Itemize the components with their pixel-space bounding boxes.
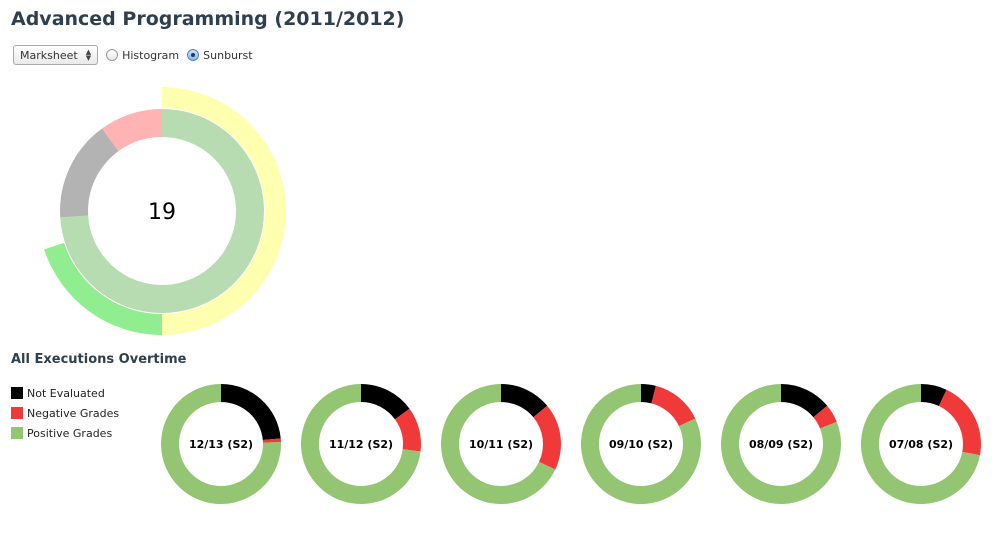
donut-5-segment-2 [861,384,980,504]
legend-item-not-evaluated: Not Evaluated [11,383,119,403]
donut-4-segment-1 [813,405,837,429]
radio-sunburst[interactable]: Sunburst [187,48,253,62]
sunburst-center-label: 19 [148,200,176,225]
legend: Not Evaluated Negative Grades Positive G… [11,383,119,443]
page-title: Advanced Programming (2011/2012) [11,8,405,30]
donut-0-segment-2 [161,384,282,504]
radio-histogram[interactable]: Histogram [106,49,179,62]
radio-sunburst-icon[interactable] [187,49,200,61]
donut-3-segment-1 [651,385,696,427]
donut-1-segment-0 [361,384,410,420]
donut-3-segment-0 [641,384,656,404]
donut-1-segment-1 [394,408,422,452]
donut-0-segment-0 [221,384,281,441]
donut-0-label: 12/13 (S2) [189,438,253,451]
sunburst-outer-segment-1 [44,242,162,335]
radio-histogram-label: Histogram [122,48,180,62]
donut-3-label: 09/10 (S2) [609,438,673,451]
donut-0-segment-1 [262,438,281,443]
donut-3-segment-2 [581,384,701,504]
legend-label: Not Evaluated [27,386,105,400]
legend-swatch-positive [11,427,23,439]
legend-label: Negative Grades [27,406,120,420]
section-title: All Executions Overtime [11,352,187,367]
radio-histogram-icon[interactable] [106,49,119,61]
donut-4-label: 08/09 (S2) [749,438,813,451]
radio-sunburst-label: Sunburst [203,48,253,62]
view-select[interactable]: Marksheet ▲ ▼ [13,45,99,65]
legend-label: Positive Grades [27,426,113,440]
donut-2-segment-1 [533,405,561,470]
legend-swatch-not-evaluated [11,387,23,399]
donut-5-label: 07/08 (S2) [889,438,953,451]
donut-4-segment-2 [721,384,841,504]
executions-donut-charts: 12/13 (S2) 11/12 (S2) 10/11 (S2) 09/10 (S2)… [161,384,981,504]
donut-2-label: 10/11 (S2) [469,438,533,451]
donut-2-segment-0 [501,384,548,418]
sunburst-inner-segment-1 [60,128,119,218]
donut-1-segment-2 [301,384,421,504]
sunburst-inner-segment-2 [102,109,162,152]
view-controls: Marksheet ▲ ▼ Histogram Sunburst [13,45,253,65]
donut-1-label: 11/12 (S2) [329,438,393,451]
donut-5-segment-1 [938,389,981,456]
legend-item-negative: Negative Grades [11,403,119,423]
legend-item-positive: Positive Grades [11,423,119,443]
view-select-value: Marksheet [20,48,78,62]
donut-4-segment-0 [781,384,828,418]
sunburst-chart: 19 [44,87,286,335]
donut-2-segment-2 [441,384,556,504]
select-arrows-icon: ▲ ▼ [85,48,92,62]
legend-swatch-negative [11,407,23,419]
donut-5-segment-0 [921,384,947,406]
sunburst-outer-segment-0 [162,87,286,335]
